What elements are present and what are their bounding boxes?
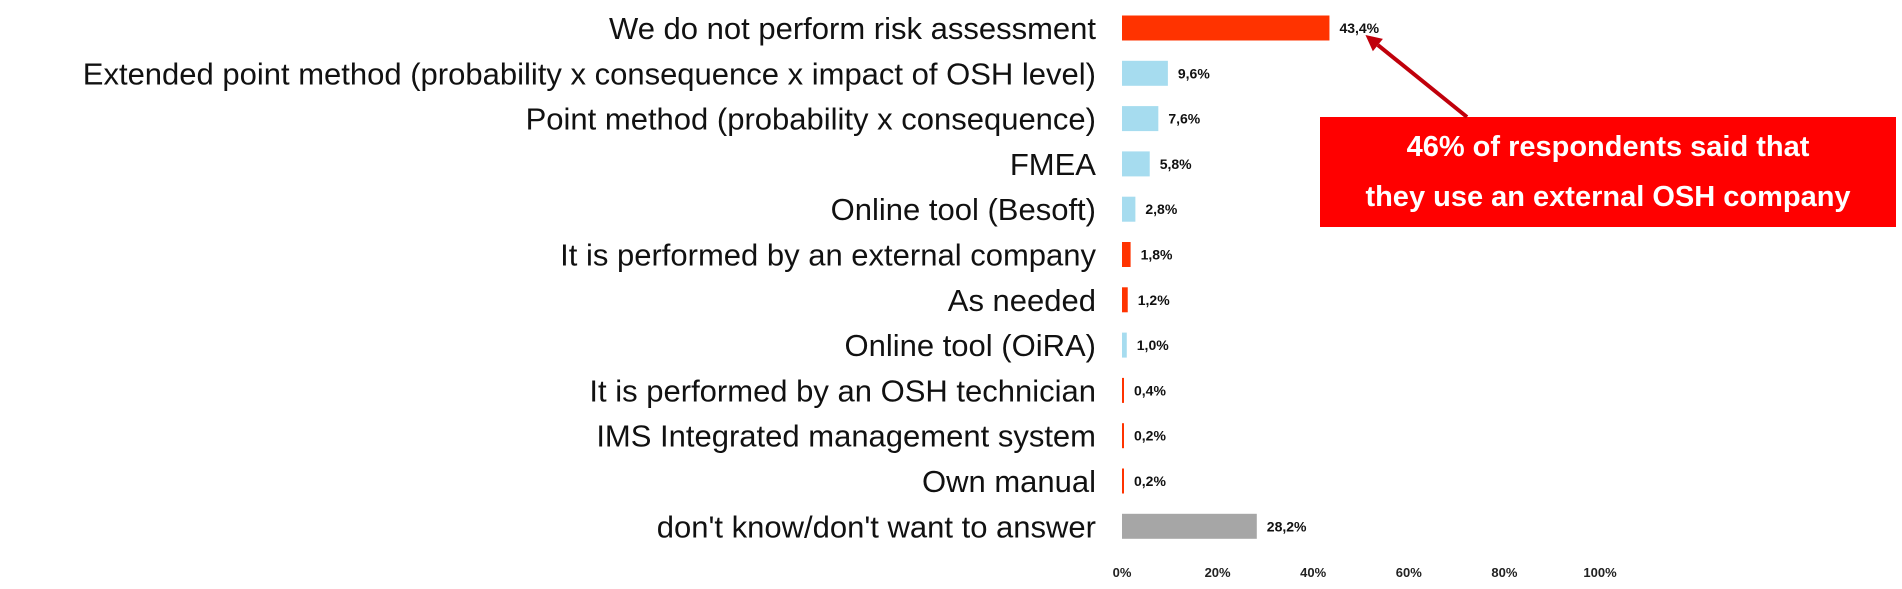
x-tick-label: 0% — [1113, 565, 1132, 580]
category-label: Online tool (OiRA) — [844, 328, 1096, 363]
category-labels: We do not perform risk assessment Extende… — [83, 11, 1097, 544]
value-label: 5,8% — [1160, 156, 1192, 172]
category-label: IMS Integrated management system — [596, 419, 1096, 454]
value-label: 28,2% — [1267, 518, 1307, 534]
bar — [1122, 106, 1159, 132]
bar — [1122, 513, 1257, 539]
value-label: 43,4% — [1339, 20, 1379, 36]
bar — [1122, 60, 1168, 86]
bar — [1122, 196, 1136, 222]
callout-arrow-head — [1365, 35, 1383, 52]
value-label: 1,0% — [1137, 337, 1169, 353]
bar — [1122, 242, 1131, 267]
callout-box — [1320, 117, 1896, 227]
callout-arrow-line — [1376, 43, 1469, 119]
category-label: Online tool (Besoft) — [831, 192, 1096, 227]
category-label: don't know/don't want to answer — [657, 509, 1096, 544]
value-label: 0,2% — [1134, 473, 1166, 489]
bar — [1122, 377, 1124, 403]
category-label: We do not perform risk assessment — [609, 11, 1096, 46]
x-tick-label: 60% — [1396, 565, 1422, 580]
callout-line-1: 46% of respondents said that — [1406, 131, 1810, 163]
x-tick-label: 100% — [1583, 565, 1617, 580]
value-label: 0,4% — [1134, 382, 1166, 398]
category-label: Point method (probability x consequence) — [526, 102, 1096, 137]
value-label: 1,8% — [1141, 247, 1173, 263]
bar — [1122, 423, 1124, 449]
callout-text: 46% of respondents said that they use an… — [1320, 117, 1896, 227]
category-label: As needed — [948, 283, 1096, 318]
bar — [1122, 15, 1330, 41]
category-label: It is performed by an external company — [560, 238, 1096, 273]
callout-line-2: they use an external OSH company — [1365, 181, 1851, 213]
bar — [1122, 151, 1150, 177]
value-label: 1,2% — [1138, 292, 1170, 308]
bar — [1122, 332, 1127, 358]
category-label: It is performed by an OSH technician — [589, 373, 1096, 408]
bars — [1122, 15, 1330, 539]
x-tick-label: 40% — [1300, 565, 1326, 580]
bar — [1122, 287, 1128, 313]
category-label: Own manual — [922, 464, 1096, 499]
category-label: Extended point method (probability x con… — [83, 56, 1096, 91]
value-label: 7,6% — [1168, 111, 1200, 127]
value-labels: 43,4% 9,6% 7,6% 5,8% 2,8% 1,8% 1,2% 1,0% 0,4% 0,2… — [1134, 20, 1380, 534]
bar — [1122, 468, 1124, 494]
value-label: 2,8% — [1145, 201, 1177, 217]
x-tick-label: 20% — [1205, 565, 1231, 580]
x-tick-label: 80% — [1491, 565, 1517, 580]
value-label: 0,2% — [1134, 428, 1166, 444]
category-label: FMEA — [1010, 147, 1096, 182]
value-label: 9,6% — [1178, 65, 1210, 81]
x-axis: 0% 20% 40% 60% 80% 100% — [1113, 565, 1617, 580]
